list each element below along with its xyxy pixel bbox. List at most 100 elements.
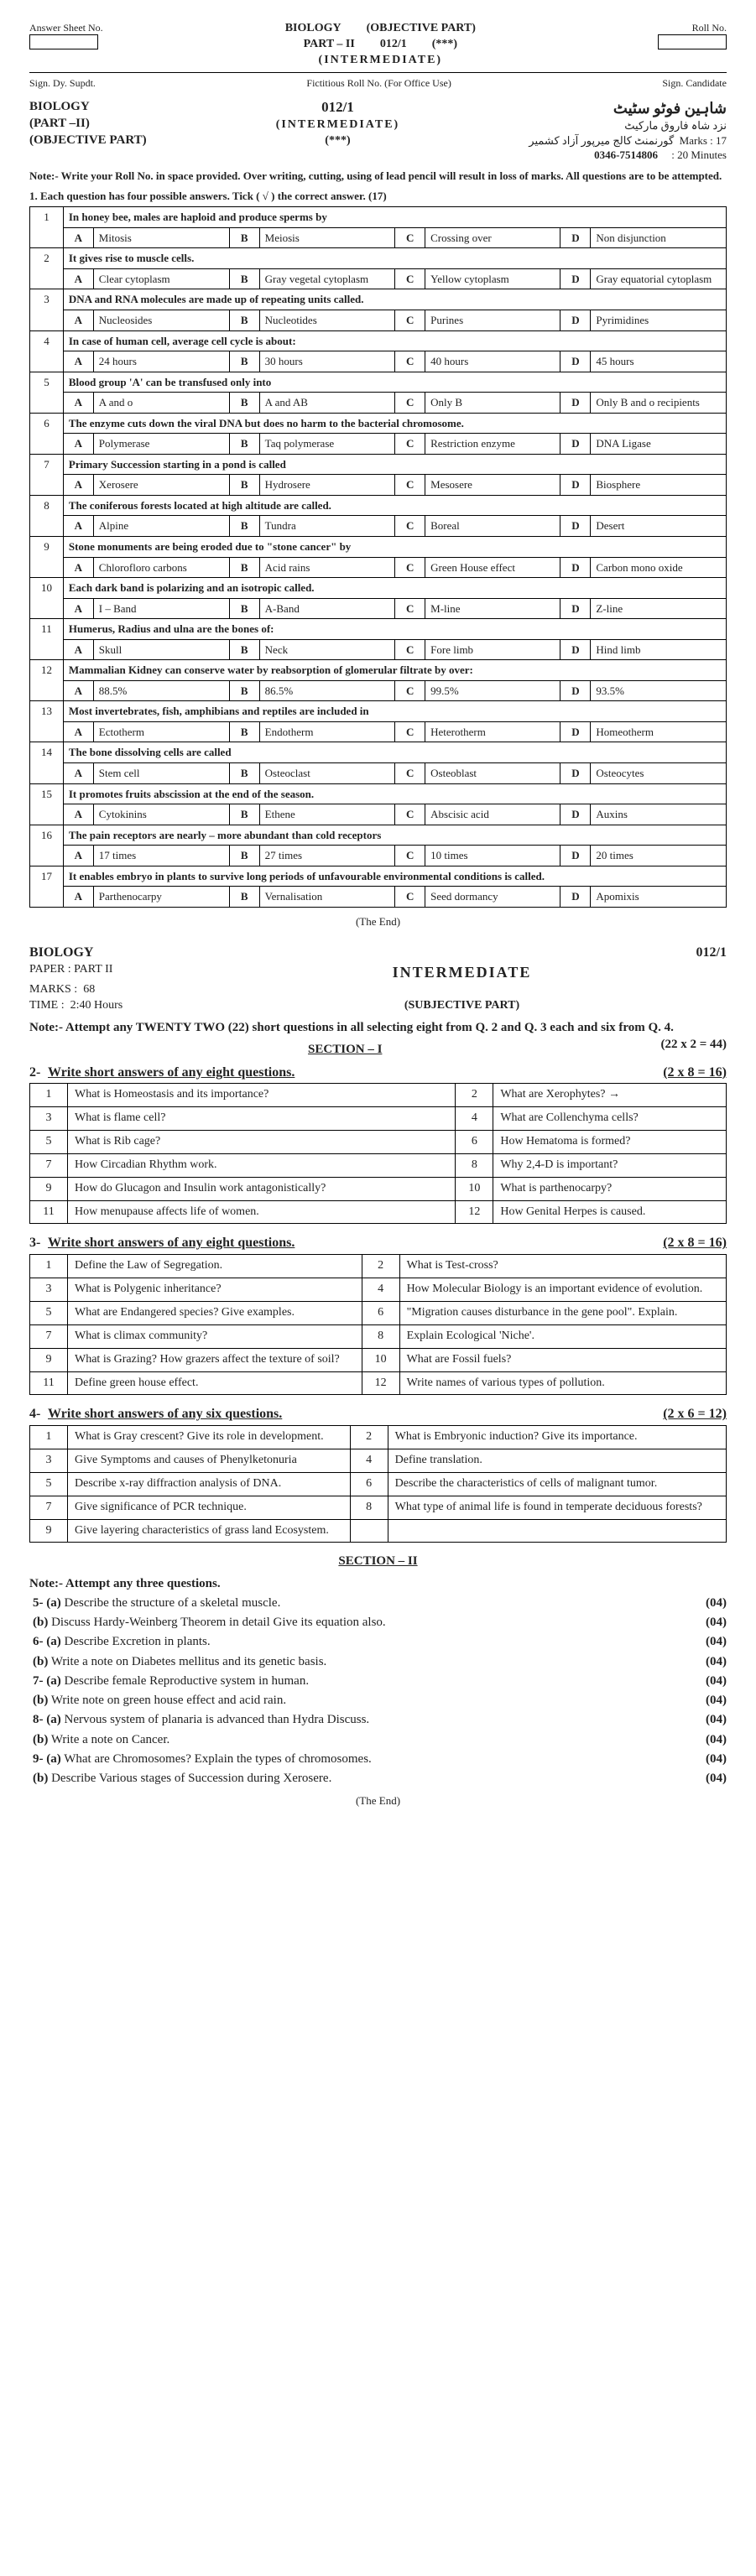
- mcq-option: Nucleosides: [93, 310, 229, 330]
- short-q-num: 6: [456, 1130, 493, 1153]
- obj-obj-part: (OBJECTIVE PART): [29, 132, 147, 148]
- q2-table: 1What is Homeostasis and its importance?…: [29, 1083, 727, 1224]
- long-q-text: (b) Discuss Hardy-Weinberg Theorem in de…: [33, 1614, 685, 1631]
- subj-paper: PAPER : PART II: [29, 962, 180, 982]
- mcq-number: 4: [30, 330, 64, 372]
- section-1-title: SECTION – I: [29, 1041, 727, 1058]
- mcq-option: Pyrimidines: [591, 310, 727, 330]
- mcq-option-label: D: [560, 763, 591, 784]
- short-q-num: 10: [456, 1177, 493, 1200]
- mcq-stem: Stone monuments are being eroded due to …: [63, 536, 726, 557]
- short-q-text: Why 2,4-D is important?: [493, 1153, 727, 1177]
- mcq-option: Osteoblast: [425, 763, 560, 784]
- mcq-option: I – Band: [93, 598, 229, 619]
- long-q-text: 5- (a) Describe the structure of a skele…: [33, 1595, 685, 1611]
- long-q-marks: (04): [685, 1711, 727, 1728]
- long-q-marks: (04): [685, 1673, 727, 1689]
- q4-marks: (2 x 6 = 12): [663, 1405, 727, 1423]
- mcq-stem: In case of human cell, average cell cycl…: [63, 330, 726, 351]
- short-q-text: [388, 1519, 726, 1543]
- short-q-text: What is Rib cage?: [68, 1130, 456, 1153]
- long-q-text: 7- (a) Describe female Reproductive syst…: [33, 1673, 685, 1689]
- short-q-text: Give significance of PCR technique.: [68, 1496, 351, 1519]
- mcq-option-label: B: [229, 268, 259, 289]
- mcq-option: Green House effect: [425, 557, 560, 578]
- mcq-stem: Primary Succession starting in a pond is…: [63, 454, 726, 475]
- mcq-number: 10: [30, 578, 64, 619]
- mcq-option: Mesosere: [425, 475, 560, 496]
- mcq-option: Abscisic acid: [425, 804, 560, 825]
- mcq-option: Osteoclast: [259, 763, 395, 784]
- sig-candidate: Sign. Candidate: [662, 76, 727, 90]
- short-q-num: 4: [362, 1278, 399, 1301]
- obj-subject: BIOLOGY: [29, 98, 147, 115]
- mcq-option-label: A: [63, 887, 93, 908]
- mcq-option: Osteocytes: [591, 763, 727, 784]
- mcq-option-label: C: [395, 887, 425, 908]
- mcq-table: 1In honey bee, males are haploid and pro…: [29, 206, 727, 908]
- mcq-option-label: A: [63, 680, 93, 701]
- mcq-stem: Blood group 'A' can be transfused only i…: [63, 372, 726, 393]
- mcq-option: Stem cell: [93, 763, 229, 784]
- q2-head-text: Write short answers of any eight questio…: [48, 1065, 295, 1080]
- short-q-text: How Circadian Rhythm work.: [68, 1153, 456, 1177]
- mcq-option: 27 times: [259, 846, 395, 866]
- mcq-stem: It gives rise to muscle cells.: [63, 248, 726, 269]
- mcq-option: Vernalisation: [259, 887, 395, 908]
- mcq-option: A-Band: [259, 598, 395, 619]
- mcq-option-label: B: [229, 763, 259, 784]
- level-label: (INTERMEDIATE): [285, 53, 476, 69]
- mcq-option: Seed dormancy: [425, 887, 560, 908]
- mcq-number: 14: [30, 742, 64, 783]
- mcq-option: 88.5%: [93, 680, 229, 701]
- short-q-text: Give Symptoms and causes of Phenylketonu…: [68, 1449, 351, 1472]
- mcq-option-label: B: [229, 887, 259, 908]
- mcq-option-label: D: [560, 475, 591, 496]
- short-q-text: What is Polygenic inheritance?: [68, 1278, 362, 1301]
- mcq-stem: Most invertebrates, fish, amphibians and…: [63, 701, 726, 722]
- mcq-option-label: A: [63, 351, 93, 372]
- short-q-text: What is climax community?: [68, 1324, 362, 1348]
- mcq-number: 17: [30, 866, 64, 907]
- mcq-option-label: C: [395, 475, 425, 496]
- obj-stars: (***): [147, 133, 529, 149]
- urdu-title: شاہین فوٹو سٹیٹ: [529, 98, 727, 118]
- mcq-option-label: C: [395, 804, 425, 825]
- short-q-text: How do Glucagon and Insulin work antagon…: [68, 1177, 456, 1200]
- mcq-option-label: A: [63, 721, 93, 742]
- q4-head-text: Write short answers of any six questions…: [48, 1407, 282, 1421]
- mcq-option: A and o: [93, 393, 229, 414]
- mcq-option: 20 times: [591, 846, 727, 866]
- mcq-option-label: A: [63, 846, 93, 866]
- fict-roll-label: Fictitious Roll No. (For Office Use): [306, 76, 451, 90]
- mcq-option: A and AB: [259, 393, 395, 414]
- short-q-text: What is parthenocarpy?: [493, 1177, 727, 1200]
- mcq-option: Homeotherm: [591, 721, 727, 742]
- mcq-option: Yellow cytoplasm: [425, 268, 560, 289]
- mcq-option: M-line: [425, 598, 560, 619]
- long-q-marks: (04): [685, 1751, 727, 1767]
- mcq-stem: Humerus, Radius and ulna are the bones o…: [63, 619, 726, 640]
- mcq-option: Auxins: [591, 804, 727, 825]
- mcq-option: Biosphere: [591, 475, 727, 496]
- mcq-option-label: D: [560, 351, 591, 372]
- short-q-num: 4: [350, 1449, 388, 1472]
- mcq-number: 12: [30, 660, 64, 701]
- mcq-option-label: B: [229, 804, 259, 825]
- subj-note-marks: (22 x 2 = 44): [660, 1036, 727, 1053]
- mcq-option-label: B: [229, 846, 259, 866]
- obj-part: (PART –II): [29, 115, 147, 132]
- section-2-title: SECTION – II: [29, 1553, 727, 1569]
- short-q-text: Define green house effect.: [68, 1371, 362, 1395]
- q3-heading: 3-Write short answers of any eight quest…: [29, 1234, 727, 1252]
- short-q-num: 3: [30, 1278, 68, 1301]
- mcq-option: 86.5%: [259, 680, 395, 701]
- long-q-text: (b) Write note on green house effect and…: [33, 1692, 685, 1709]
- q2-heading: 2-Write short answers of any eight quest…: [29, 1064, 727, 1082]
- code-label: 012/1: [380, 37, 407, 53]
- short-q-text: Write names of various types of pollutio…: [399, 1371, 726, 1395]
- mcq-option: Apomixis: [591, 887, 727, 908]
- mcq-option: Boreal: [425, 516, 560, 537]
- short-q-text: Give layering characteristics of grass l…: [68, 1519, 351, 1543]
- short-q-text: How menupause affects life of women.: [68, 1200, 456, 1224]
